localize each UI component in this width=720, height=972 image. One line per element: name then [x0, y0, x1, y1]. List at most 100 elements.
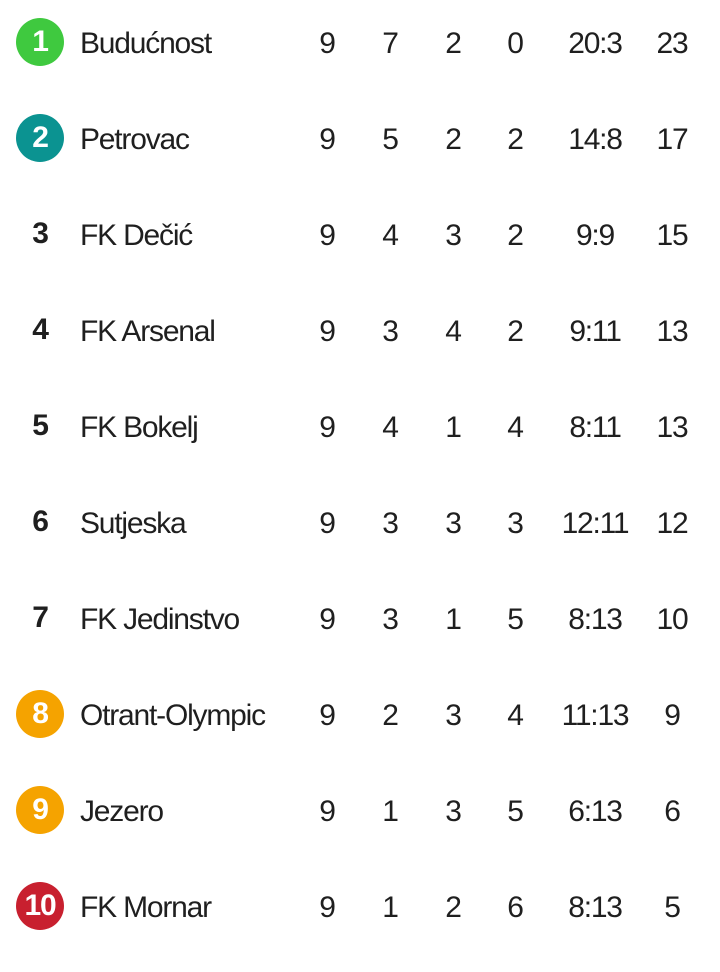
losses-value: 2	[507, 123, 524, 156]
goals-value: 14:8	[568, 123, 623, 156]
wins-value: 5	[382, 123, 399, 156]
table-row[interactable]: 2 Petrovac 9 5 2 2 14:8 17	[0, 92, 720, 188]
position-badge: 8	[16, 690, 64, 739]
goals-value: 8:11	[569, 411, 622, 444]
table-row[interactable]: 9 Jezero 9 1 3 5 6:13 6	[0, 764, 720, 860]
losses-value: 4	[507, 411, 524, 444]
table-row[interactable]: 8 Otrant-Olympic 9 2 3 4 11:13 9	[0, 668, 720, 764]
goals-value: 11:13	[561, 699, 630, 732]
team-name: Sutjeska	[80, 507, 187, 540]
draws-value: 1	[445, 603, 462, 636]
draws-value: 2	[445, 27, 462, 60]
draws-value: 2	[445, 123, 462, 156]
losses-value: 6	[507, 891, 524, 924]
table-row[interactable]: 4 FK Arsenal 9 3 4 2 9:11 13	[0, 284, 720, 380]
played-value: 9	[319, 27, 336, 60]
team-name: Petrovac	[80, 123, 190, 156]
table-row[interactable]: 10 FK Mornar 9 1 2 6 8:13 5	[0, 860, 720, 956]
position-cell: 10	[16, 860, 64, 956]
points-value: 13	[656, 315, 689, 348]
goals-value: 20:3	[568, 27, 623, 60]
goals-value: 9:11	[569, 315, 622, 348]
team-name: Jezero	[80, 795, 164, 828]
points-value: 17	[656, 123, 689, 156]
position-cell: 3	[16, 188, 64, 284]
position-badge: 1	[16, 18, 64, 67]
table-row[interactable]: 1 Budućnost 9 7 2 0 20:3 23	[0, 0, 720, 92]
draws-value: 1	[445, 411, 462, 444]
position-cell: 1	[16, 0, 64, 92]
losses-value: 5	[507, 603, 524, 636]
position-cell: 2	[16, 92, 64, 188]
team-name: FK Jedinstvo	[80, 603, 240, 636]
position-badge: 2	[16, 114, 64, 163]
draws-value: 4	[445, 315, 462, 348]
team-name: Budućnost	[80, 27, 212, 60]
goals-value: 9:9	[575, 219, 615, 252]
points-value: 13	[656, 411, 689, 444]
points-value: 12	[656, 507, 689, 540]
played-value: 9	[319, 699, 336, 732]
goals-value: 8:13	[568, 891, 623, 924]
wins-value: 4	[382, 411, 399, 444]
position-number: 5	[32, 409, 49, 443]
wins-value: 3	[382, 603, 399, 636]
position-number: 7	[32, 601, 49, 635]
team-name: FK Arsenal	[80, 315, 216, 348]
position-cell: 9	[16, 764, 64, 860]
position-cell: 4	[16, 284, 64, 380]
team-name: FK Mornar	[80, 891, 212, 924]
position-cell: 7	[16, 572, 64, 668]
played-value: 9	[319, 795, 336, 828]
draws-value: 2	[445, 891, 462, 924]
wins-value: 2	[382, 699, 399, 732]
losses-value: 2	[507, 219, 524, 252]
wins-value: 1	[382, 891, 399, 924]
losses-value: 3	[507, 507, 524, 540]
team-name: FK Dečić	[80, 219, 193, 252]
wins-value: 3	[382, 315, 399, 348]
losses-value: 5	[507, 795, 524, 828]
draws-value: 3	[445, 795, 462, 828]
points-value: 9	[664, 699, 681, 732]
wins-value: 4	[382, 219, 399, 252]
wins-value: 1	[382, 795, 399, 828]
played-value: 9	[319, 123, 336, 156]
position-cell: 5	[16, 380, 64, 476]
goals-value: 6:13	[568, 795, 623, 828]
wins-value: 3	[382, 507, 399, 540]
position-cell: 8	[16, 668, 64, 764]
points-value: 6	[664, 795, 681, 828]
position-number: 4	[32, 313, 49, 347]
losses-value: 0	[507, 27, 524, 60]
played-value: 9	[319, 219, 336, 252]
losses-value: 4	[507, 699, 524, 732]
position-cell: 6	[16, 476, 64, 572]
table-row[interactable]: 3 FK Dečić 9 4 3 2 9:9 15	[0, 188, 720, 284]
goals-value: 12:11	[561, 507, 630, 540]
points-value: 10	[656, 603, 689, 636]
wins-value: 7	[382, 27, 399, 60]
played-value: 9	[319, 603, 336, 636]
table-row[interactable]: 5 FK Bokelj 9 4 1 4 8:11 13	[0, 380, 720, 476]
goals-value: 8:13	[568, 603, 623, 636]
points-value: 15	[656, 219, 689, 252]
draws-value: 3	[445, 507, 462, 540]
played-value: 9	[319, 507, 336, 540]
team-name: Otrant-Olympic	[80, 699, 266, 732]
draws-value: 3	[445, 699, 462, 732]
position-badge: 9	[16, 786, 64, 835]
points-value: 5	[664, 891, 681, 924]
losses-value: 2	[507, 315, 524, 348]
position-number: 3	[32, 217, 49, 251]
position-badge: 10	[16, 882, 64, 931]
position-number: 6	[32, 505, 49, 539]
table-row[interactable]: 6 Sutjeska 9 3 3 3 12:11 12	[0, 476, 720, 572]
points-value: 23	[656, 27, 689, 60]
table-row[interactable]: 7 FK Jedinstvo 9 3 1 5 8:13 10	[0, 572, 720, 668]
played-value: 9	[319, 411, 336, 444]
team-name: FK Bokelj	[80, 411, 199, 444]
played-value: 9	[319, 315, 336, 348]
draws-value: 3	[445, 219, 462, 252]
